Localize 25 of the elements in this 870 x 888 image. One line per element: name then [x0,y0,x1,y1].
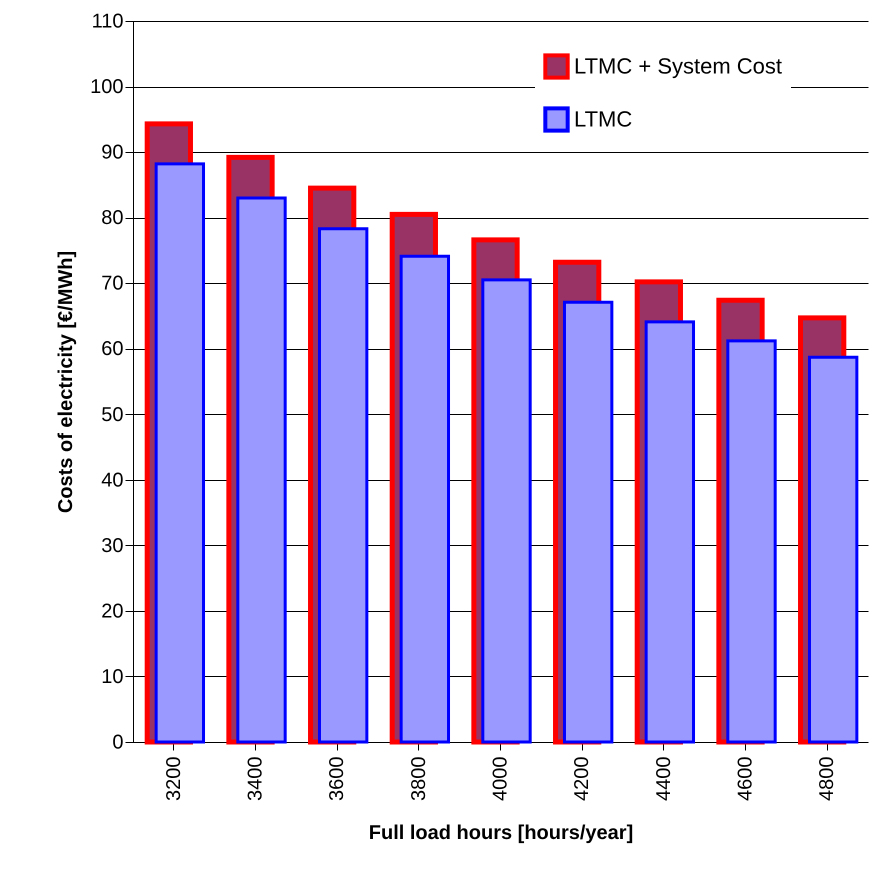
y-tick-label: 100 [90,76,124,98]
x-tick-label: 4600 [734,756,756,801]
y-tick-label: 30 [101,534,124,557]
y-tick-label: 20 [101,600,124,622]
x-tick-label: 4400 [652,756,675,801]
x-tick-label: 4000 [490,756,512,801]
x-tick-label: 3400 [244,756,266,801]
y-tick-label: 70 [101,272,124,295]
y-tick-label: 110 [92,10,124,32]
x-tick-label: 3600 [326,756,348,801]
legend-label: LTMC + System Cost [574,54,782,78]
x-tick-label: 3200 [162,756,185,801]
y-axis-title: Costs of electricity [€/MWh] [55,250,78,514]
x-tick-label: 4800 [816,756,838,801]
y-tick-label: 80 [101,207,124,230]
y-tick-label: 10 [101,666,124,688]
x-tick-label: 3800 [408,756,430,801]
x-axis-title: Full load hours [hours/year] [368,822,634,844]
y-tick-label: 60 [101,338,124,360]
y-tick-label: 50 [101,404,124,426]
y-tick-label: 40 [101,469,124,492]
x-tick-label: 4200 [571,756,594,801]
legend-label: LTMC [574,106,632,132]
y-tick-label: 90 [101,142,124,164]
y-tick-label: 0 [112,732,124,754]
